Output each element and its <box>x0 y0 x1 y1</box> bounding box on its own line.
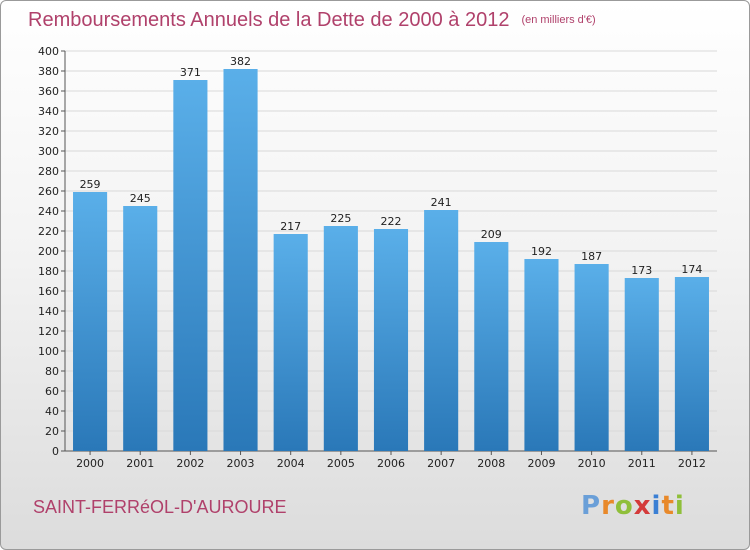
y-tick-label: 220 <box>38 225 59 238</box>
y-tick-label: 400 <box>38 45 59 58</box>
x-tick-label: 2012 <box>678 457 706 470</box>
x-tick-label: 2008 <box>477 457 505 470</box>
x-tick-label: 2006 <box>377 457 405 470</box>
bar <box>373 229 409 451</box>
data-label: 187 <box>581 250 602 263</box>
y-tick-label: 40 <box>45 405 59 418</box>
x-tick-label: 2007 <box>427 457 455 470</box>
bar <box>323 226 358 451</box>
chart-unit-label: (en milliers d'€) <box>521 14 596 26</box>
data-labels: 259 245 371 382 217 225 222 241 209 192 187 173 174 <box>80 55 703 277</box>
y-tick-label: 380 <box>38 65 59 78</box>
bar <box>674 277 709 451</box>
y-tick-label: 160 <box>38 285 59 298</box>
bar <box>424 210 459 451</box>
y-tick-label: 200 <box>38 245 59 258</box>
chart-title: Remboursements Annuels de la Dette de 20… <box>28 9 596 32</box>
y-tick-label: 240 <box>38 205 59 218</box>
logo-letter: i <box>674 491 685 521</box>
logo-letter: r <box>601 491 615 521</box>
bar <box>173 80 208 451</box>
bar <box>273 234 308 451</box>
data-label: 371 <box>180 66 201 79</box>
x-tick-label: 2009 <box>527 457 555 470</box>
data-label: 225 <box>330 212 351 225</box>
x-tick-label: 2011 <box>628 457 656 470</box>
data-label: 245 <box>130 192 151 205</box>
x-tick-label: 2000 <box>76 457 104 470</box>
bar <box>624 278 659 451</box>
commune-name: SAINT-FERRéOL-D'AUROURE <box>33 497 287 517</box>
y-tick-label: 280 <box>38 165 59 178</box>
y-tick-label: 180 <box>38 265 59 278</box>
y-tick-label: 300 <box>38 145 59 158</box>
x-tick-label: 2003 <box>227 457 255 470</box>
data-label: 241 <box>431 196 452 209</box>
y-tick-label: 80 <box>45 365 59 378</box>
data-label: 222 <box>381 215 402 228</box>
x-tick-label: 2005 <box>327 457 355 470</box>
x-tick-label: 2001 <box>126 457 154 470</box>
y-tick-label: 60 <box>45 385 59 398</box>
data-label: 174 <box>681 263 702 276</box>
logo-letter: x <box>633 491 652 521</box>
data-label: 209 <box>481 228 502 241</box>
y-tick-label: 0 <box>52 445 59 458</box>
proxiti-logo: Proxiti <box>581 491 685 521</box>
y-tick-label: 140 <box>38 305 59 318</box>
data-label: 259 <box>80 178 101 191</box>
bars <box>73 69 709 451</box>
bar <box>223 69 258 451</box>
data-label: 217 <box>280 220 301 233</box>
chart-title-text: Remboursements Annuels de la Dette de 20… <box>28 9 510 31</box>
x-tick-label: 2004 <box>277 457 305 470</box>
x-tick-labels: 2000 2001 2002 2003 2004 2005 2006 2007 2008 2009… <box>76 451 706 470</box>
bar <box>123 206 158 451</box>
y-tick-label: 260 <box>38 185 59 198</box>
bar <box>574 264 609 451</box>
data-label: 382 <box>230 55 251 68</box>
y-tick-label: 320 <box>38 125 59 138</box>
logo-letter: t <box>661 491 675 521</box>
x-tick-label: 2010 <box>578 457 606 470</box>
logo-letter: o <box>614 491 634 521</box>
logo-letter: P <box>581 491 602 521</box>
y-tick-labels: 0 20 40 60 80 100 120 140 160 180 200 220 240 260 280 3… <box>38 45 59 458</box>
data-label: 173 <box>631 264 652 277</box>
bar <box>524 259 559 451</box>
x-tick-label: 2002 <box>176 457 204 470</box>
y-tick-label: 100 <box>38 345 59 358</box>
y-tick-label: 120 <box>38 325 59 338</box>
bar <box>474 242 509 451</box>
y-tick-label: 340 <box>38 105 59 118</box>
y-tick-label: 360 <box>38 85 59 98</box>
bar <box>73 192 108 451</box>
y-tick-label: 20 <box>45 425 59 438</box>
data-label: 192 <box>531 245 552 258</box>
logo-letter: i <box>651 491 662 521</box>
